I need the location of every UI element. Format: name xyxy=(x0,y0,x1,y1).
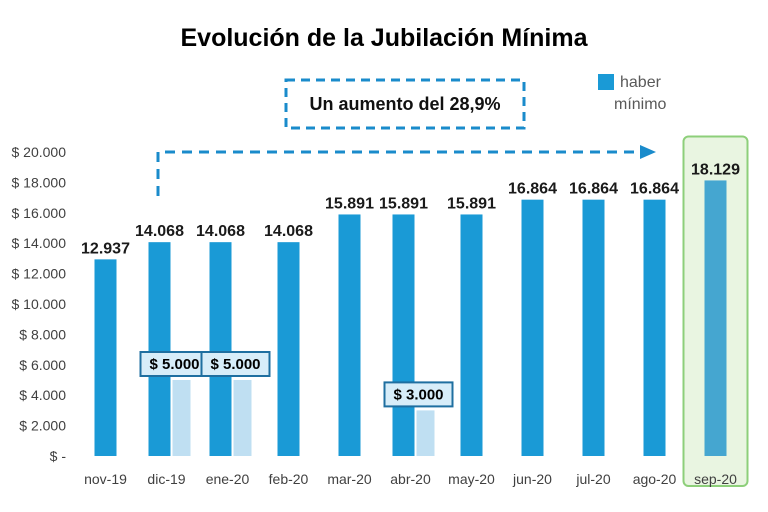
y-tick-label: $ 2.000 xyxy=(19,418,66,434)
data-label: 15.891 xyxy=(447,195,496,212)
bar xyxy=(460,214,483,456)
bar xyxy=(94,259,117,456)
x-tick-label: may-20 xyxy=(448,471,495,487)
bar xyxy=(582,199,605,456)
data-label: 15.891 xyxy=(325,195,374,212)
data-labels: 12.937 14.068 14.068 14.068 15.891 15.891 15.8… xyxy=(81,161,740,257)
y-axis: $ - $ 2.000 $ 4.000 $ 6.000 $ 8.000 $ 10.000 $… xyxy=(12,144,67,464)
bonus-label: $ 5.000 xyxy=(149,356,199,373)
data-label: 12.937 xyxy=(81,240,130,257)
bar xyxy=(392,214,415,456)
y-tick-label: $ 6.000 xyxy=(19,357,66,373)
y-tick-label: $ - xyxy=(50,448,67,464)
y-tick-label: $ 16.000 xyxy=(12,205,67,221)
bar xyxy=(338,214,361,456)
x-tick-label: abr-20 xyxy=(390,471,431,487)
legend-swatch xyxy=(598,74,614,90)
annotation-box xyxy=(284,78,526,130)
y-tick-label: $ 18.000 xyxy=(12,174,67,190)
bonus-bar xyxy=(233,380,252,456)
annotation-arrow-line xyxy=(156,150,640,196)
x-tick-label: feb-20 xyxy=(269,471,309,487)
y-tick-label: $ 12.000 xyxy=(12,266,67,282)
y-tick-label: $ 10.000 xyxy=(12,296,67,312)
data-label: 16.864 xyxy=(508,181,557,198)
y-tick-label: $ 20.000 xyxy=(12,144,67,160)
data-label: 14.068 xyxy=(264,223,313,240)
bonus-label-box xyxy=(200,351,271,377)
bonus-label-box xyxy=(383,381,454,408)
x-tick-label: sep-20 xyxy=(694,471,737,487)
data-label: 16.864 xyxy=(630,181,679,198)
bar xyxy=(148,242,171,456)
y-tick-label: $ 4.000 xyxy=(19,387,66,403)
bar xyxy=(209,242,232,456)
legend-label-line2: mínimo xyxy=(614,96,667,113)
data-label: 16.864 xyxy=(569,181,618,198)
data-label: 15.891 xyxy=(379,195,428,212)
bonus-bar xyxy=(416,410,435,456)
bar xyxy=(643,199,666,456)
y-tick-label: $ 14.000 xyxy=(12,235,67,251)
x-tick-label: nov-19 xyxy=(84,471,127,487)
x-tick-label: mar-20 xyxy=(327,471,372,487)
x-tick-label: dic-19 xyxy=(147,471,185,487)
bonus-bar xyxy=(172,380,191,456)
x-tick-label: jun-20 xyxy=(512,471,552,487)
legend: haber mínimo xyxy=(598,74,667,113)
increase-annotation: Un aumento del 28,9% xyxy=(156,78,656,196)
chart-title: Evolución de la Jubilación Mínima xyxy=(180,24,588,52)
y-tick-label: $ 8.000 xyxy=(19,326,66,342)
x-axis: nov-19 dic-19 ene-20 feb-20 mar-20 abr-20 may-… xyxy=(84,471,737,487)
x-tick-label: jul-20 xyxy=(575,471,610,487)
legend-label-line1: haber xyxy=(620,74,662,91)
bonus-bars: $ 5.000 $ 5.000 $ 3.000 xyxy=(139,351,454,456)
x-tick-label: ene-20 xyxy=(206,471,250,487)
annotation-arrowhead xyxy=(640,145,656,159)
data-label: 14.068 xyxy=(135,223,184,240)
x-tick-label: ago-20 xyxy=(633,471,677,487)
bonus-label-box xyxy=(139,351,210,377)
data-label: 18.129 xyxy=(691,161,740,178)
bar xyxy=(521,199,544,456)
bar xyxy=(277,242,300,456)
data-label: 14.068 xyxy=(196,223,245,240)
annotation-text: Un aumento del 28,9% xyxy=(309,94,500,114)
bonus-label: $ 3.000 xyxy=(393,386,443,403)
bonus-label: $ 5.000 xyxy=(210,356,260,373)
bar xyxy=(704,180,727,456)
